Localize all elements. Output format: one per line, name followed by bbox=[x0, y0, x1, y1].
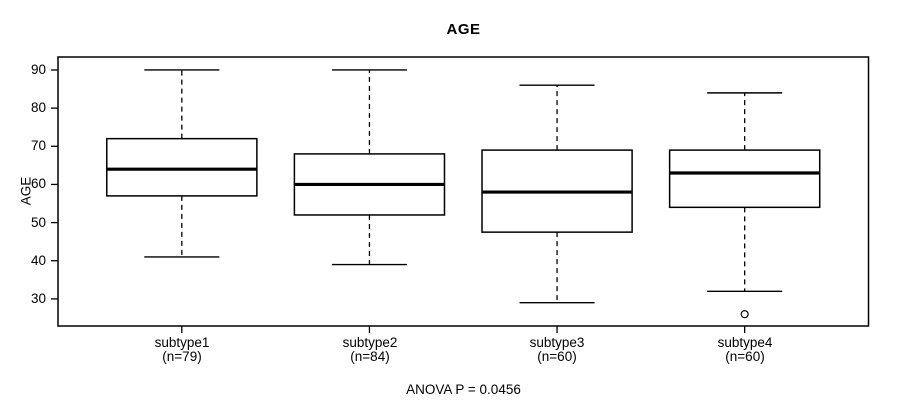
box-group-subtype4 bbox=[668, 92, 821, 319]
group-n: (n=60) bbox=[725, 349, 765, 364]
outlier-point bbox=[740, 310, 749, 319]
group-n: (n=84) bbox=[350, 349, 390, 364]
group-n: (n=60) bbox=[537, 349, 577, 364]
x-tick-label-subtype4: subtype4 (n=60) bbox=[670, 336, 820, 364]
y-tick-label: 80 bbox=[30, 100, 46, 116]
group-n: (n=79) bbox=[162, 349, 202, 364]
group-name: subtype1 bbox=[154, 335, 210, 350]
y-tick-label: 50 bbox=[30, 214, 46, 230]
y-tick-label: 30 bbox=[30, 290, 46, 306]
y-tick-label: 70 bbox=[30, 138, 46, 154]
y-tick-label: 60 bbox=[30, 176, 46, 192]
x-tick-label-subtype3: subtype3 (n=60) bbox=[482, 336, 632, 364]
y-tick-label: 40 bbox=[30, 252, 46, 268]
iqr-box bbox=[668, 149, 821, 209]
y-tick-label: 90 bbox=[30, 61, 46, 77]
box-group-subtype3 bbox=[481, 84, 633, 304]
group-name: subtype4 bbox=[717, 335, 773, 350]
x-tick-label-subtype1: subtype1 (n=79) bbox=[107, 336, 257, 364]
box-group-subtype1 bbox=[106, 69, 258, 258]
anova-annotation: ANOVA P = 0.0456 bbox=[406, 382, 521, 397]
group-name: subtype2 bbox=[342, 335, 398, 350]
box-group-subtype2 bbox=[293, 69, 446, 266]
group-name: subtype3 bbox=[529, 335, 585, 350]
chart-title: AGE bbox=[446, 21, 481, 38]
plot-frame bbox=[57, 56, 870, 327]
iqr-box bbox=[106, 137, 258, 197]
x-tick-label-subtype2: subtype2 (n=84) bbox=[295, 336, 445, 364]
